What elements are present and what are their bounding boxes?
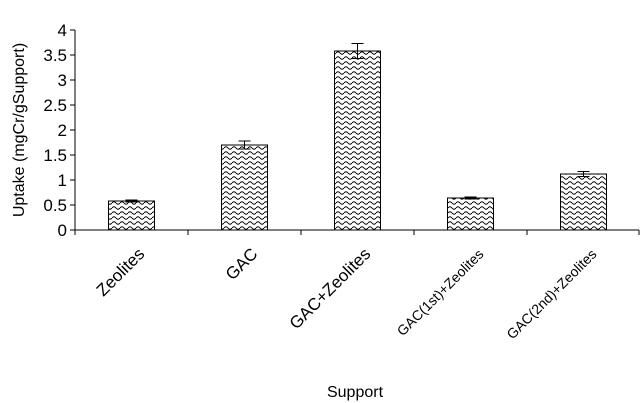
bar bbox=[447, 197, 494, 231]
y-tick-label: 3.5 bbox=[43, 46, 67, 65]
x-category-label: GAC(1st)+Zeolites bbox=[394, 246, 487, 339]
bar bbox=[221, 144, 268, 231]
x-axis bbox=[74, 229, 640, 235]
y-tick-label: 2 bbox=[58, 121, 67, 140]
x-axis-title: Support bbox=[327, 384, 384, 401]
y-tick-label: 1.5 bbox=[43, 146, 67, 165]
x-category-label: GAC+Zeolites bbox=[286, 244, 375, 333]
y-tick-label: 0 bbox=[58, 221, 67, 240]
y-tick-label: 1 bbox=[58, 171, 67, 190]
x-category-label: Zeolites bbox=[93, 244, 149, 300]
y-tick-label: 3 bbox=[58, 71, 67, 90]
bars bbox=[108, 43, 607, 231]
y-axis: 0 0.5 1 1.5 2 2.5 3 3.5 4 bbox=[43, 21, 76, 240]
bar bbox=[334, 50, 381, 231]
bar bbox=[108, 200, 155, 231]
x-category-label: GAC(2nd)+Zeolites bbox=[503, 246, 599, 342]
y-tick-label: 2.5 bbox=[43, 96, 67, 115]
x-category-label: GAC bbox=[222, 244, 261, 283]
y-axis-title: Uptake (mgCr/gSupport) bbox=[11, 43, 28, 217]
y-tick-label: 4 bbox=[58, 21, 67, 40]
bar bbox=[560, 173, 607, 231]
y-tick-label: 0.5 bbox=[43, 196, 67, 215]
x-category-labels: Zeolites GAC GAC+Zeolites GAC(1st)+Zeolites… bbox=[93, 244, 600, 342]
